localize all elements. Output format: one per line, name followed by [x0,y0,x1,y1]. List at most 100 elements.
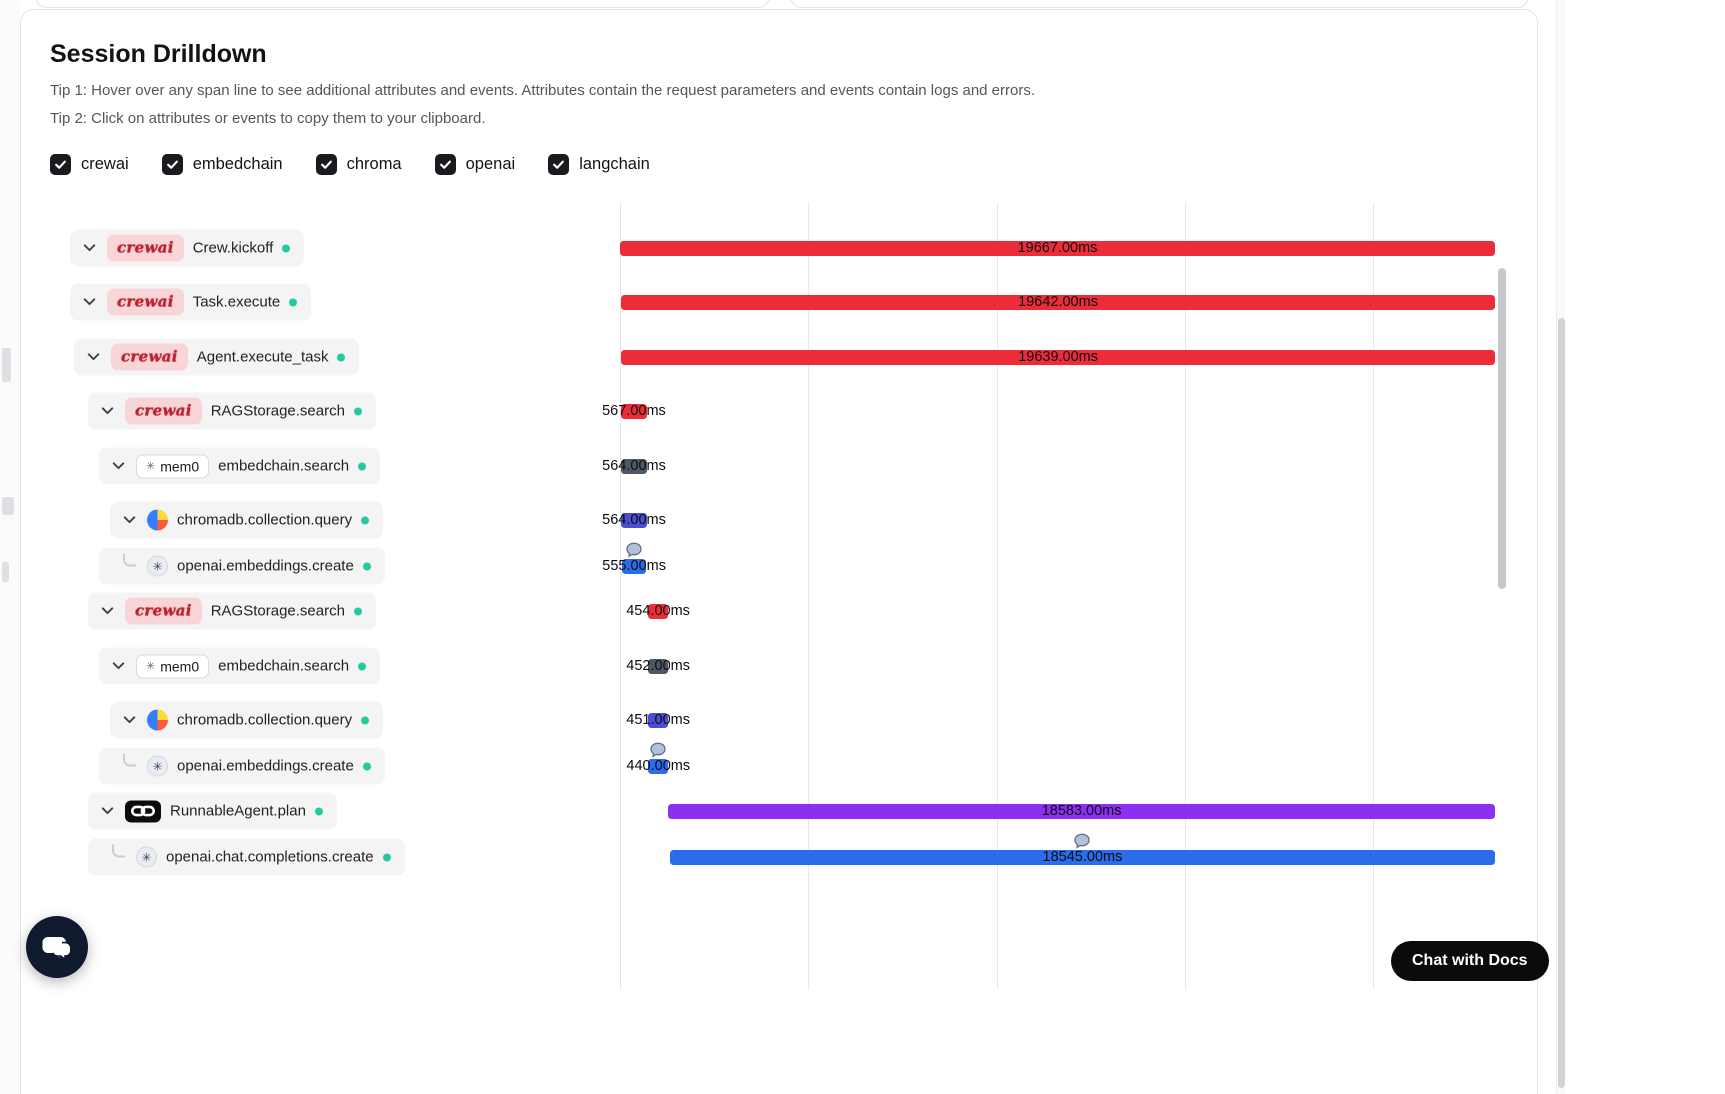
tip-2: Tip 2: Click on attributes or events to … [50,110,486,127]
chevron-down-icon[interactable] [98,602,116,620]
top-card-left [35,0,770,8]
status-dot [358,462,367,470]
span-name: embedchain.search [218,457,350,475]
timeline-gridline [620,202,621,990]
span-label-group[interactable]: crewai ✳mem0 ✳ chromadb.collection.query [110,701,384,739]
span-name: Task.execute [192,293,281,311]
waterfall-scrollbar-thumb[interactable] [1498,268,1506,589]
span-bar[interactable] [648,758,669,774]
crewai-logo: crewai [125,397,202,425]
span-row: crewai ✳mem0 ✳ RAGStorage.search 567.00m… [0,384,1518,438]
span-duration: 451.00ms [626,711,690,728]
span-label-group[interactable]: crewai ✳mem0 ✳ RAGStorage.search [88,592,376,630]
span-label-group[interactable]: crewai ✳mem0 ✳ openai.embeddings.create [99,747,385,785]
span-label-group[interactable]: crewai ✳mem0 ✳ embedchain.search [99,647,381,685]
filter-checkbox-item[interactable]: chroma [315,153,402,175]
span-name: Crew.kickoff [192,239,274,257]
chroma-logo [147,509,168,531]
span-label-group[interactable]: crewai ✳mem0 ✳ chromadb.collection.query [110,501,384,539]
mem0-label: mem0 [160,458,200,474]
span-label-group[interactable]: crewai ✳mem0 ✳ RunnableAgent.plan [88,792,337,830]
span-duration: 19642.00ms [1018,293,1098,310]
chevron-down-icon[interactable] [109,657,127,675]
span-label-group[interactable]: crewai ✳mem0 ✳ openai.embeddings.create [99,547,385,585]
chat-widget-button[interactable] [26,916,88,978]
span-bar[interactable] [621,294,1495,310]
status-dot [361,716,370,724]
span-name: chromadb.collection.query [177,711,353,729]
mem0-logo: ✳ mem0 [136,654,210,678]
span-duration: 18583.00ms [1041,802,1122,819]
chevron-down-icon[interactable] [98,802,116,820]
span-duration: 454.00ms [626,602,690,619]
span-duration: 18545.00ms [1042,848,1123,865]
window-scrollbar[interactable] [1556,0,1565,1094]
span-label-group[interactable]: crewai ✳mem0 ✳ RAGStorage.search [88,392,376,430]
span-duration: 567.00ms [602,402,666,419]
span-bar[interactable] [668,803,1495,819]
filter-checkbox-item[interactable]: langchain [548,153,650,175]
filter-checkbox-item[interactable]: crewai [50,153,129,175]
span-name: Agent.execute_task [196,348,329,366]
messenger-bubbles-icon [40,930,74,964]
span-row: crewai ✳mem0 ✳ embedchain.search 452.00m… [0,639,1518,693]
chevron-down-icon[interactable] [120,711,138,729]
chevron-down-icon[interactable] [84,348,102,366]
mem0-asterisk-icon: ✳ [146,660,156,673]
event-bubble-icon[interactable] [625,541,643,559]
span-name: openai.chat.completions.create [166,848,374,866]
window-scrollbar-thumb[interactable] [1558,318,1565,1088]
span-bar[interactable] [621,458,647,474]
page-title: Session Drilldown [50,40,267,68]
chevron-down-icon[interactable] [80,239,98,257]
event-bubble-icon[interactable] [1073,832,1091,850]
timeline-gridline [1184,202,1186,990]
span-label-group[interactable]: crewai ✳mem0 ✳ Crew.kickoff [70,229,305,267]
span-name: RunnableAgent.plan [170,802,306,820]
status-dot [361,516,370,524]
span-label-group[interactable]: crewai ✳mem0 ✳ embedchain.search [99,447,381,485]
span-name: openai.embeddings.create [177,757,354,775]
span-row: crewai ✳mem0 ✳ Agent.execute_task 19639.… [0,330,1518,384]
chroma-logo [147,709,168,731]
checkbox-checked-icon[interactable] [434,153,456,175]
integration-filters: crewai embedchain chroma openai langchai… [50,150,650,178]
span-bar[interactable] [621,512,647,528]
crewai-logo: crewai [125,597,202,625]
chat-with-docs-button[interactable]: Chat with Docs [1391,941,1549,981]
span-label-group[interactable]: crewai ✳mem0 ✳ Agent.execute_task [74,338,360,376]
span-bar[interactable] [621,558,647,574]
span-bar[interactable] [648,658,669,674]
span-row: crewai ✳mem0 ✳ chromadb.collection.query… [0,493,1518,547]
filter-checkbox-item[interactable]: openai [434,153,515,175]
checkbox-checked-icon[interactable] [315,153,337,175]
child-connector-icon [112,844,125,858]
span-bar[interactable] [669,849,1495,865]
crewai-logo: crewai [107,288,184,316]
span-bar[interactable] [621,349,1495,365]
tip-1: Tip 1: Hover over any span line to see a… [50,82,1036,99]
chevron-down-icon[interactable] [120,511,138,529]
chevron-down-icon[interactable] [80,293,98,311]
chevron-down-icon[interactable] [98,402,116,420]
checkbox-checked-icon[interactable] [50,153,71,175]
span-bar[interactable] [647,603,669,619]
chevron-down-icon[interactable] [109,457,127,475]
span-row: crewai ✳mem0 ✳ RunnableAgent.plan 18583.… [0,788,1518,834]
openai-logo: ✳ [147,555,168,577]
timeline-gridline [996,202,998,990]
checkbox-checked-icon[interactable] [161,153,183,175]
mem0-label: mem0 [160,658,200,674]
event-bubble-icon[interactable] [649,741,667,759]
openai-logo: ✳ [147,755,168,777]
span-bar[interactable] [648,712,669,728]
span-bar[interactable] [620,240,1495,256]
span-duration: 564.00ms [602,511,666,528]
span-label-group[interactable]: crewai ✳mem0 ✳ openai.chat.completions.c… [88,838,405,876]
span-bar[interactable] [621,403,647,419]
checkbox-checked-icon[interactable] [548,153,570,175]
span-label-group[interactable]: crewai ✳mem0 ✳ Task.execute [70,283,312,321]
status-dot [362,562,371,570]
filter-checkbox-item[interactable]: embedchain [161,153,283,175]
span-name: embedchain.search [218,657,350,675]
